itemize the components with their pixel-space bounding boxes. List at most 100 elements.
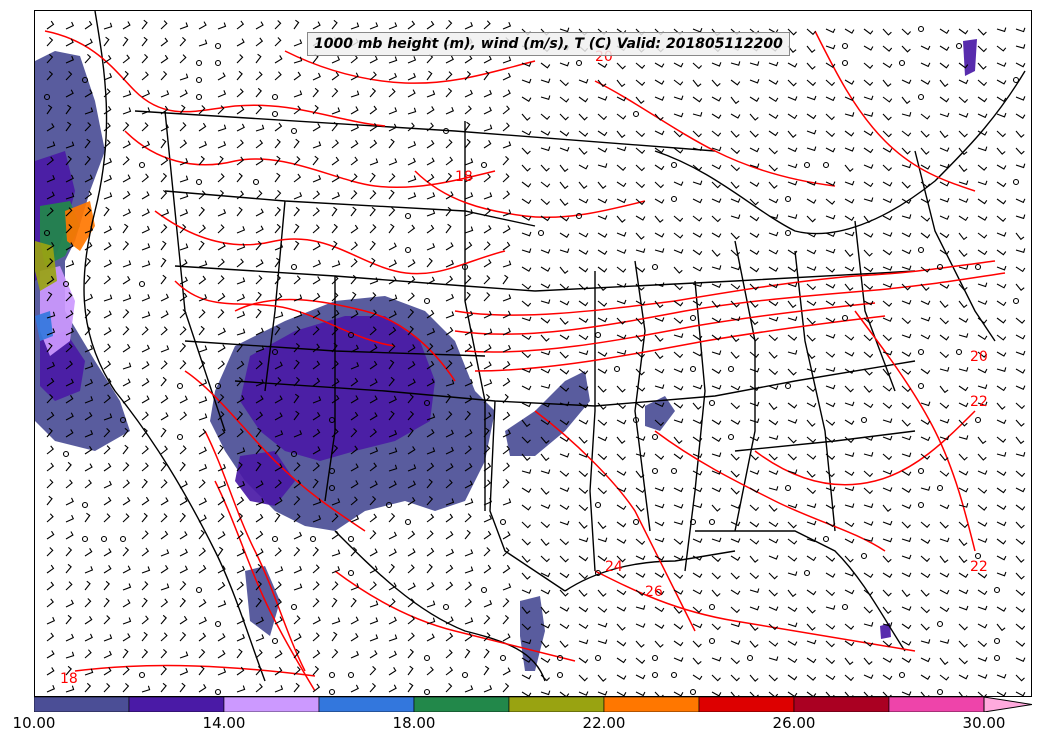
wind-barb: [122, 583, 132, 591]
wind-barb: [806, 639, 817, 645]
wind-barb: [84, 378, 94, 387]
wind-barb: [217, 531, 226, 540]
wind-barb: [730, 61, 741, 66]
wind-barb: [635, 589, 646, 596]
wind-barb: [369, 480, 378, 489]
wind-barb: [806, 351, 816, 360]
wind-barb: [1015, 266, 1026, 273]
wind-barb: [122, 294, 132, 302]
wind-barb: [426, 139, 435, 149]
wind-barb: [122, 156, 130, 166]
wind-barb: [293, 462, 301, 472]
wind-barb: [939, 147, 950, 152]
wind-barb: [901, 402, 912, 410]
wind-barb: [1015, 350, 1026, 356]
wind-barb: [521, 113, 531, 121]
colorbar-bin: [128, 697, 225, 712]
wind-barb: [635, 215, 646, 221]
wind-barb: [540, 623, 551, 629]
wind-barb: [198, 345, 208, 353]
calm-wind-circle: [993, 654, 1001, 662]
wind-barb: [483, 192, 493, 200]
wind-barb: [217, 155, 224, 166]
wind-barb: [768, 368, 779, 376]
wind-barb: [179, 651, 189, 659]
wind-barb: [616, 606, 627, 612]
colorbar-bin: [603, 697, 700, 712]
wind-barb: [996, 351, 1007, 357]
wind-barb: [673, 572, 684, 579]
wind-barb: [977, 589, 988, 596]
wind-barb: [806, 95, 817, 101]
wind-barb: [540, 504, 551, 510]
wind-barb: [65, 71, 73, 81]
wind-barb: [578, 232, 589, 238]
wind-barb: [597, 622, 608, 628]
wind-barb: [882, 147, 893, 153]
wind-barb: [939, 181, 950, 187]
wind-barb: [445, 344, 454, 353]
wind-barb: [711, 113, 722, 119]
wind-barb: [46, 104, 53, 115]
wind-barb: [483, 241, 491, 251]
wind-barb: [559, 589, 569, 597]
wind-barb: [540, 690, 551, 696]
wind-barb: [977, 674, 988, 679]
wind-barb: [958, 691, 968, 696]
calm-wind-circle: [632, 416, 640, 424]
wind-barb: [616, 164, 627, 171]
wind-barb: [255, 139, 264, 149]
wind-barb: [122, 140, 131, 149]
wind-barb: [426, 633, 435, 642]
wind-barb: [236, 258, 244, 268]
wind-barb: [293, 682, 300, 693]
wind-barb: [559, 691, 570, 696]
wind-barb: [502, 564, 511, 574]
wind-barb: [331, 360, 339, 370]
wind-barb: [388, 259, 397, 268]
calm-wind-circle: [423, 399, 431, 407]
wind-barb: [768, 486, 779, 491]
wind-barb: [730, 214, 741, 220]
wind-barb: [787, 691, 798, 696]
temperature-contour: [184, 370, 366, 532]
wind-barb: [825, 44, 836, 50]
wind-barb: [141, 173, 149, 183]
wind-barb: [312, 292, 321, 302]
wind-barb: [578, 453, 589, 458]
calm-wind-circle: [404, 518, 412, 526]
wind-barb: [103, 139, 111, 149]
wind-barb: [882, 130, 892, 138]
wind-barb: [654, 419, 665, 427]
calm-wind-circle: [651, 467, 659, 475]
wind-barb: [977, 113, 988, 119]
wind-barb: [863, 589, 874, 596]
wind-barb: [597, 317, 608, 323]
wind-barb: [749, 487, 760, 493]
wind-barb: [122, 70, 129, 81]
wind-barb: [996, 45, 1007, 52]
wind-barb: [521, 385, 532, 391]
wind-barb: [445, 666, 454, 676]
wind-barb: [616, 231, 627, 237]
wind-barb: [711, 385, 722, 390]
wind-barb: [445, 683, 453, 693]
wind-barb: [217, 565, 226, 574]
wind-barb: [616, 436, 626, 444]
wind-barb: [711, 350, 722, 356]
wind-barb: [578, 572, 589, 580]
wind-barb: [977, 572, 988, 579]
wind-barb: [46, 53, 54, 64]
wind-barb: [464, 275, 472, 285]
wind-barb: [806, 555, 817, 562]
wind-barb: [654, 300, 664, 309]
wind-barb: [388, 310, 397, 319]
wind-barb: [350, 258, 358, 268]
wind-barb: [331, 617, 341, 625]
wind-barb: [939, 504, 950, 510]
colorbar-bin: [793, 697, 890, 712]
wind-barb: [977, 45, 988, 53]
wind-barb: [825, 28, 836, 34]
wind-barb: [787, 214, 798, 219]
wind-barb: [768, 521, 779, 528]
